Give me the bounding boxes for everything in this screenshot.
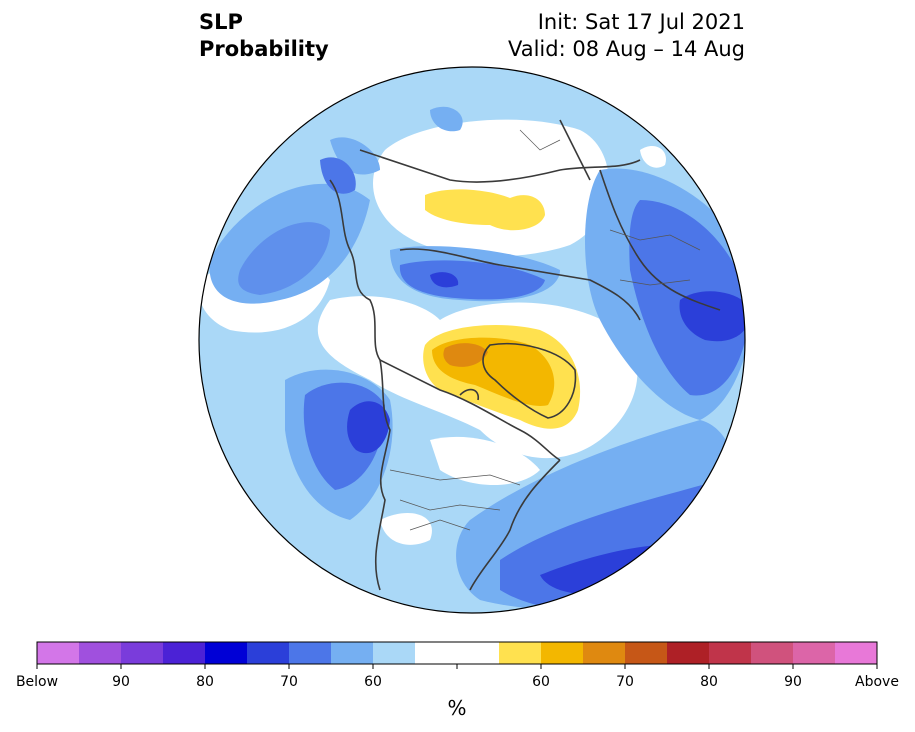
- colorbar-tick-label: 80: [700, 674, 718, 690]
- colorbar-cell: [37, 642, 80, 664]
- colorbar-tick-label: 70: [280, 674, 298, 690]
- colorbar-tick-label: 90: [784, 674, 802, 690]
- colorbar-ticks: [36, 664, 878, 669]
- colorbar-tick-label: Below: [15, 674, 59, 690]
- below-siberia-coast-mid: [399, 260, 545, 300]
- colorbar-cell: [583, 642, 626, 664]
- colorbar-cell: [499, 642, 542, 664]
- colorbar-cell: [163, 642, 206, 664]
- colorbar-cell: [79, 642, 122, 664]
- colorbar-cell: [121, 642, 164, 664]
- near-normal-siberia: [373, 119, 609, 257]
- colorbar-cell: [835, 642, 878, 664]
- below-small-patch: [430, 106, 463, 132]
- colorbar-cell: [667, 642, 710, 664]
- colorbar-cell: [793, 642, 836, 664]
- colorbar-tick-label: 60: [532, 674, 550, 690]
- above-east-siberia: [425, 189, 545, 231]
- near-normal-small: [640, 145, 666, 168]
- coastlines: [329, 119, 721, 591]
- colorbar-tick-label: Above: [855, 674, 899, 690]
- colorbar-cell: [709, 642, 752, 664]
- title-block: SLP Probability: [199, 9, 329, 63]
- colorbar-cell: [625, 642, 668, 664]
- colorbar-cells: [37, 642, 878, 664]
- title-product: Probability: [199, 37, 329, 61]
- colorbar-cell: [541, 642, 584, 664]
- colorbar-cell: [247, 642, 290, 664]
- colorbar-tick-label: 80: [196, 674, 214, 690]
- title-variable: SLP: [199, 10, 243, 34]
- near-normal-canada: [430, 436, 540, 485]
- map-boundary: [198, 66, 746, 614]
- above-greenland-70: [443, 343, 488, 367]
- colorbar-tick-label: 70: [616, 674, 634, 690]
- near-normal-us: [380, 512, 432, 545]
- colorbar-cell: [415, 642, 458, 664]
- colorbar-tick-label: 90: [112, 674, 130, 690]
- below-east-siberia-mid: [320, 157, 356, 194]
- colorbar-cell: [289, 642, 332, 664]
- colorbar-cell: [751, 642, 794, 664]
- below-pacific-mid: [238, 222, 330, 295]
- init-date: Init: Sat 17 Jul 2021: [537, 10, 745, 34]
- below-northeast-pacific-core: [347, 401, 390, 454]
- colorbar-cell: [205, 642, 248, 664]
- below-europe-core: [679, 291, 745, 342]
- borders: [389, 129, 701, 531]
- below-east-siberia-light: [330, 137, 380, 175]
- colorbar-cell: [457, 642, 500, 664]
- valid-range: Valid: 08 Aug – 14 Aug: [507, 37, 745, 61]
- colorbar-cell: [373, 642, 416, 664]
- below-siberia-coast-core: [430, 272, 459, 288]
- date-block: Init: Sat 17 Jul 2021 Valid: 08 Aug – 14…: [508, 9, 745, 63]
- colorbar-cell: [331, 642, 374, 664]
- colorbar-tick-label: 60: [364, 674, 382, 690]
- colorbar-unit: %: [447, 696, 467, 720]
- polar-map: [198, 66, 746, 614]
